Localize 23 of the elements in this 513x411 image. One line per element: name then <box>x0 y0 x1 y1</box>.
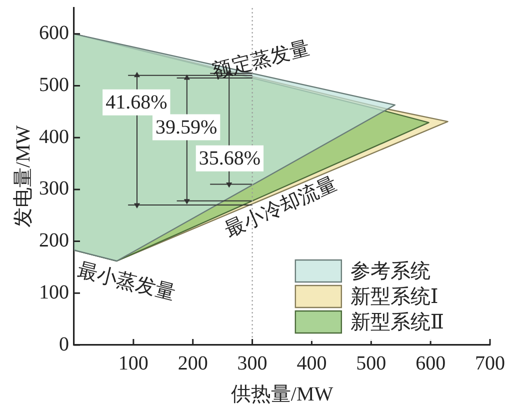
legend-label: 新型系统Ⅱ <box>350 311 444 334</box>
x-tick-label: 700 <box>475 352 505 374</box>
annotation: 最小蒸发量 <box>75 259 178 305</box>
y-tick-label: 100 <box>39 281 69 304</box>
x-tick-label: 100 <box>118 352 148 374</box>
x-tick-label: 200 <box>178 352 208 374</box>
x-axis-title: 供热量/MW <box>230 383 334 406</box>
y-tick-label: 500 <box>39 74 69 96</box>
y-tick-label: 600 <box>39 22 69 44</box>
annotation: 39.59% <box>155 116 218 138</box>
legend-label: 参考系统 <box>350 260 430 282</box>
y-tick-label: 300 <box>39 178 69 200</box>
x-tick-label: 300 <box>237 352 268 374</box>
y-axis-title: 发电量/MW <box>12 125 34 228</box>
x-tick-label: 600 <box>416 352 446 374</box>
x-tick-label: 400 <box>296 352 327 374</box>
legend-label: 新型系统Ⅰ <box>350 286 438 308</box>
annotation: 41.68% <box>106 92 168 114</box>
y-tick-label: 400 <box>39 126 69 148</box>
y-tick-label: 0 <box>59 333 69 356</box>
y-tick-label: 200 <box>39 230 69 252</box>
x-tick-label: 500 <box>356 352 386 374</box>
annotation: 35.68% <box>198 148 261 170</box>
